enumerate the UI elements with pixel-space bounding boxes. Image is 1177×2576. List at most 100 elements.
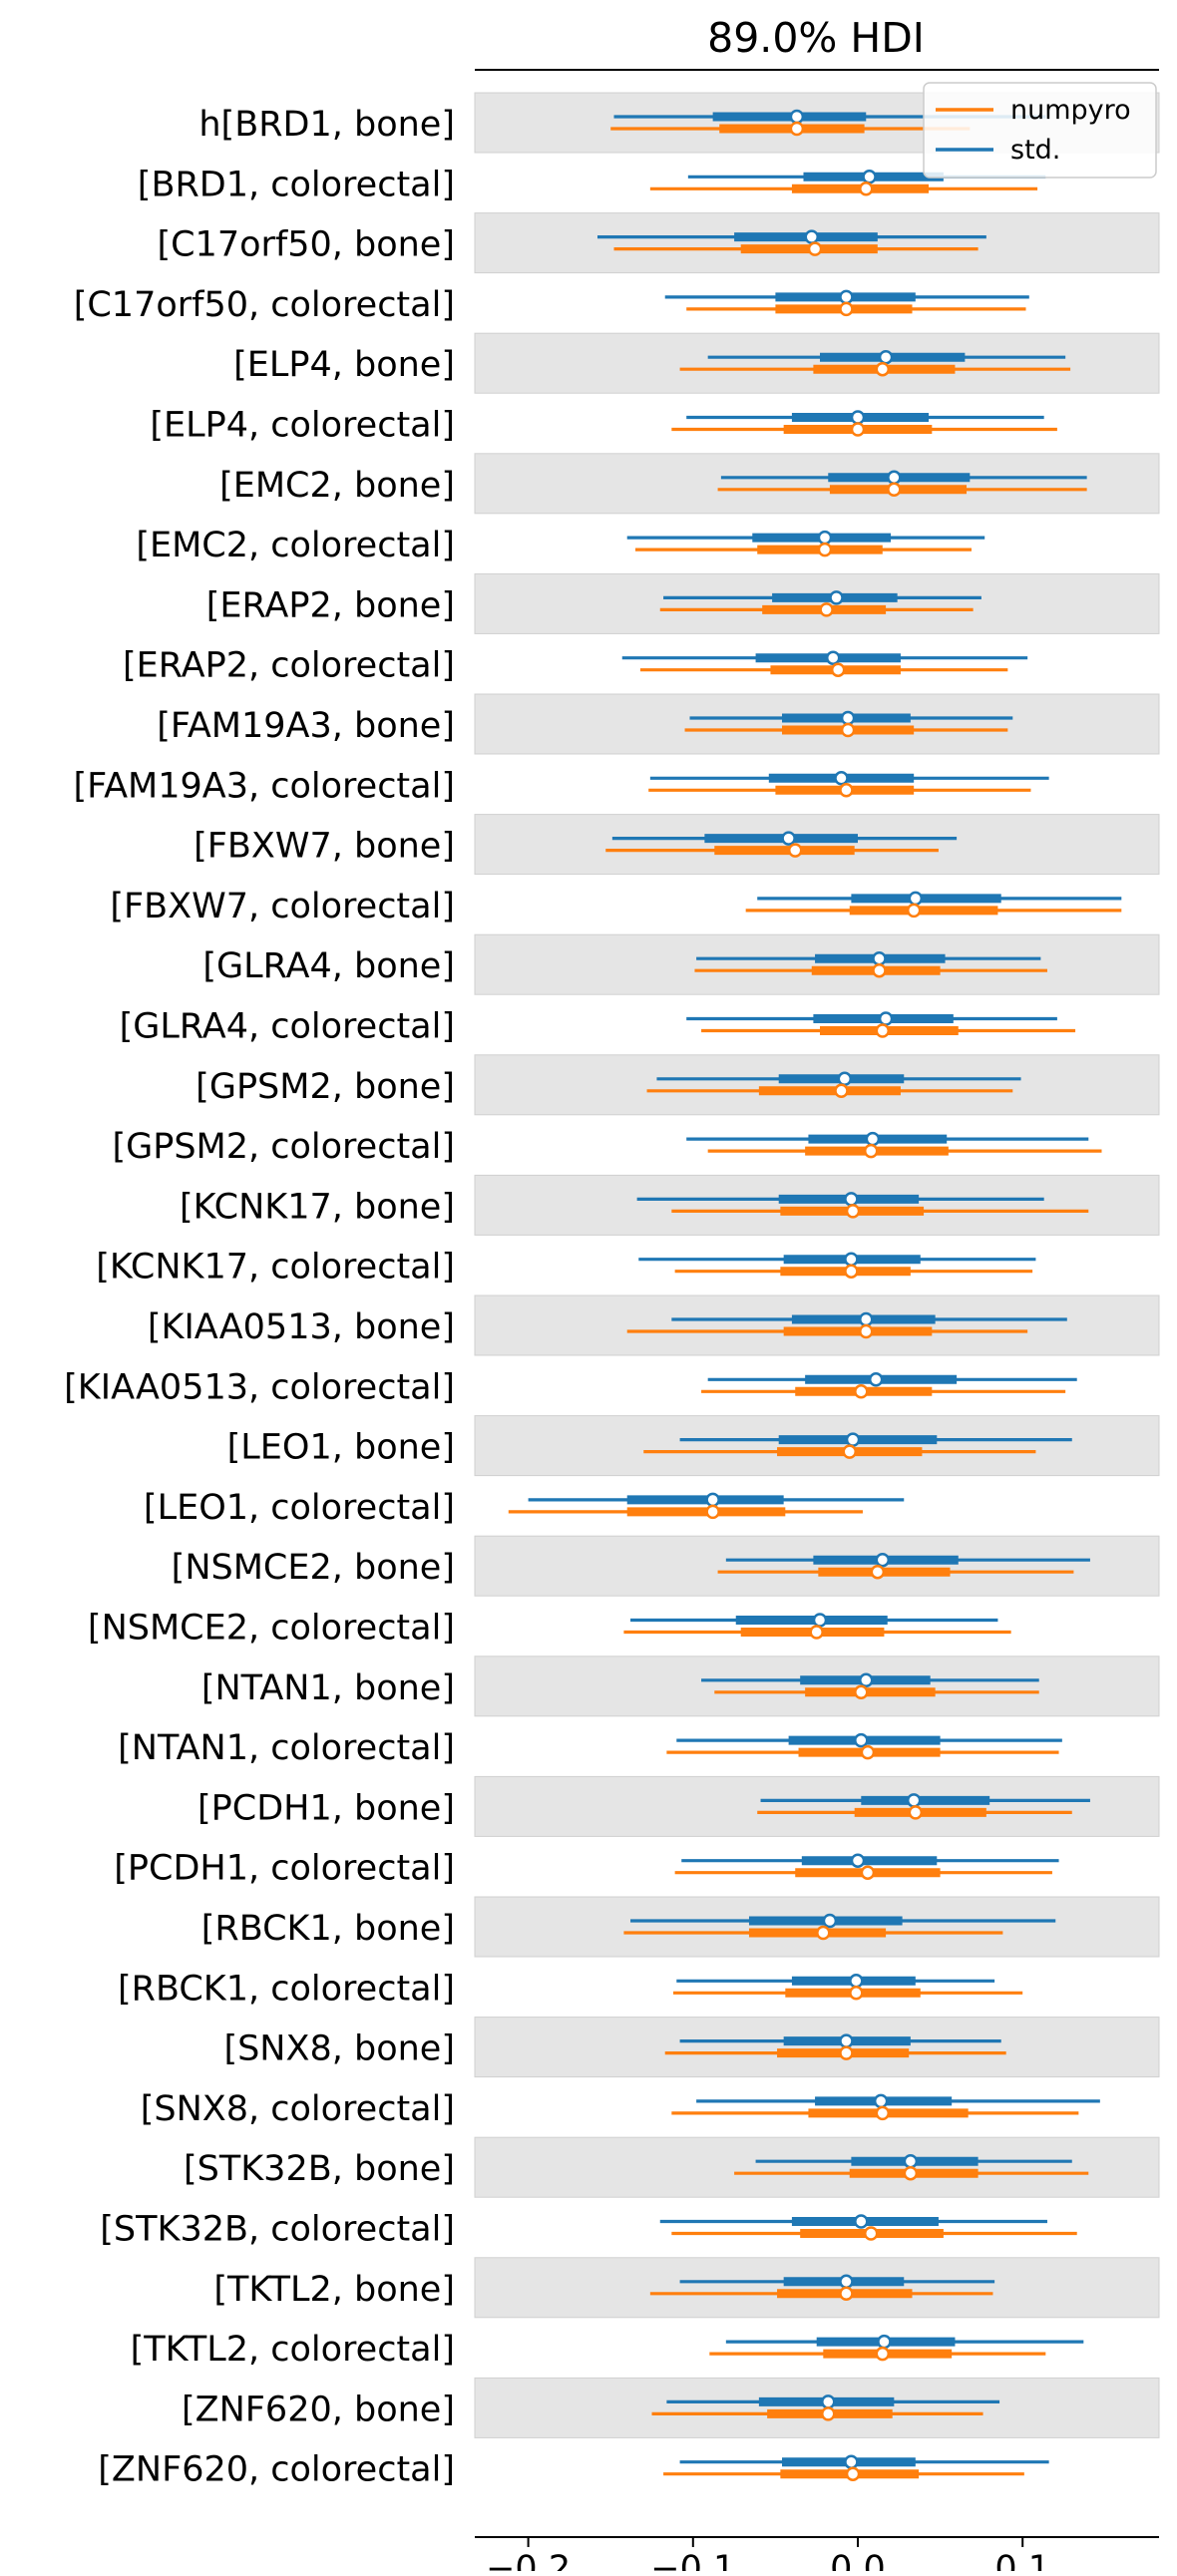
median-point [875,2105,891,2121]
row-label: [BRD1, colorectal] [138,165,455,204]
median-point [872,962,887,978]
row-label: [EMC2, bone] [219,466,455,506]
row-band [474,814,1160,876]
median-point [850,422,866,437]
median-point [804,229,819,244]
median-point [839,289,854,305]
row-label: [KIAA0513, colorectal] [64,1367,455,1407]
row-label: [C17orf50, colorectal] [74,285,455,325]
median-point [817,542,833,557]
row-label: [EMC2, colorectal] [136,526,455,565]
row-band [474,1775,1160,1837]
row-label: [NSMCE2, colorectal] [88,1609,455,1649]
row-band [474,2377,1160,2438]
median-point [839,2033,854,2048]
x-tick-label: 0.0 [830,2549,886,2571]
median-point [863,1143,879,1159]
legend-box [923,82,1157,179]
series-numpyro [508,121,1122,2481]
median-point [845,1204,861,1219]
median-point [839,2286,854,2302]
x-tick-label: 0.1 [994,2549,1050,2571]
row-band [474,1415,1160,1477]
row-label: [STK32B, colorectal] [100,2210,455,2250]
median-point [834,1083,849,1099]
row-label: [NTAN1, colorectal] [118,1728,455,1768]
median-point [878,349,894,365]
x-tick-label: −0.1 [650,2549,735,2571]
median-point [870,1564,886,1580]
legend-label: std. [1010,135,1060,166]
row-band [474,1656,1160,1717]
row-band [474,933,1160,995]
median-point [887,482,902,498]
median-point [850,410,866,425]
median-point [865,1131,881,1147]
median-point [705,1492,720,1508]
median-point [845,1432,861,1447]
row-label: [KCNK17, colorectal] [96,1248,455,1288]
median-point [844,1252,859,1267]
median-point [834,771,849,786]
median-point [873,2093,889,2109]
row-label: [FAM19A3, bone] [157,706,455,746]
row-label: [PCDH1, bone] [197,1788,455,1828]
median-point [787,843,803,858]
median-point [821,2406,836,2421]
median-point [906,903,922,919]
median-point [821,2394,836,2409]
row-label: [SNX8, colorectal] [141,2089,455,2129]
row-label: [LEO1, colorectal] [144,1488,455,1528]
median-point [840,710,856,726]
median-point [809,1625,824,1640]
row-label: [ERAP2, colorectal] [123,646,455,686]
median-point [849,1986,864,2001]
row-label: [ELP4, bone] [233,345,455,385]
median-point [816,1925,831,1941]
median-point [844,2454,859,2469]
row-label: [RBCK1, bone] [201,1909,455,1949]
median-point [840,722,856,738]
median-point [807,241,823,256]
median-point [906,1793,922,1808]
row-label: [PCDH1, colorectal] [114,1849,455,1889]
row-label: [SNX8, bone] [223,2029,455,2069]
row-band [474,1294,1160,1356]
median-point [842,1444,857,1459]
median-point [781,831,796,846]
row-label: [GLRA4, colorectal] [120,1007,455,1047]
median-point [868,1372,884,1387]
row-label: [ELP4, colorectal] [150,406,455,446]
series-layer [508,109,1122,2481]
row-band [474,453,1160,515]
row-band [474,2136,1160,2198]
median-point [850,1853,866,1868]
median-point [854,2214,869,2229]
median-point [875,1552,891,1568]
median-point [872,950,887,966]
row-label: [ERAP2, bone] [206,585,455,625]
row-band [474,693,1160,755]
row-label: [LEO1, bone] [227,1428,455,1468]
median-point [849,1974,864,1989]
series-std [528,109,1122,2469]
median-point [875,2346,891,2362]
median-point [817,530,833,546]
row-label: [TKTL2, colorectal] [131,2330,455,2370]
median-point [863,2226,879,2241]
row-band [474,2017,1160,2078]
row-label: [GLRA4, bone] [202,946,455,986]
row-label: [KIAA0513, bone] [148,1307,455,1347]
median-point [830,662,846,677]
row-band [474,572,1160,634]
row-label: [C17orf50, bone] [157,225,455,265]
row-label: [FBXW7, bone] [194,827,455,867]
median-point [837,1071,853,1087]
median-point [839,301,854,317]
median-point [789,121,805,137]
median-point [812,1613,828,1628]
row-band [474,2257,1160,2319]
median-point [875,361,891,377]
